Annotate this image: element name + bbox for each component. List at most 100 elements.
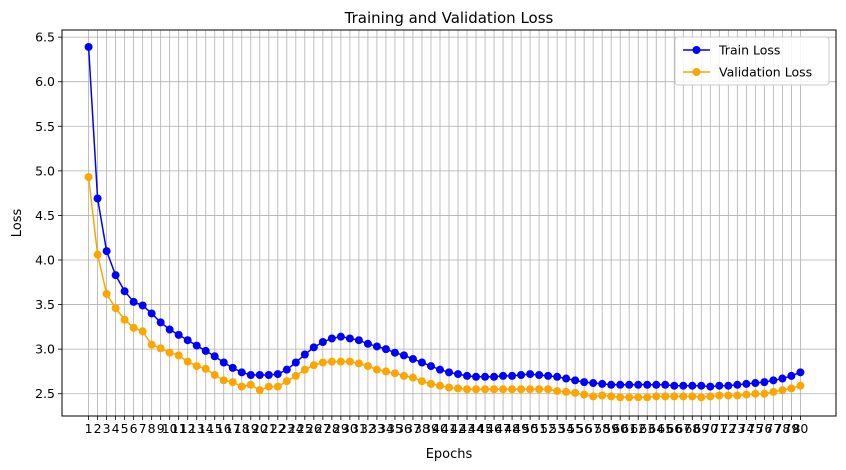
x-tick-label: 29	[333, 421, 349, 436]
validation-loss-point	[300, 365, 309, 374]
train-loss-point	[192, 341, 201, 350]
x-tick-label: 71	[711, 421, 727, 436]
train-loss-point	[490, 372, 499, 381]
train-loss-point	[517, 370, 526, 379]
validation-loss-point	[598, 391, 607, 400]
train-loss-point	[670, 381, 679, 390]
x-tick-label: 65	[657, 421, 673, 436]
x-tick-label: 56	[576, 421, 592, 436]
x-tick-label: 10	[162, 421, 178, 436]
train-loss-point	[282, 365, 291, 374]
x-tick-label: 72	[720, 421, 736, 436]
train-loss-point	[553, 372, 562, 381]
validation-loss-point	[670, 392, 679, 401]
validation-loss-point	[156, 344, 165, 353]
train-loss-point	[156, 318, 165, 327]
x-tick-label: 3	[103, 421, 111, 436]
validation-loss-point	[219, 376, 228, 385]
x-tick-label: 6	[130, 421, 138, 436]
x-tick-label: 28	[324, 421, 340, 436]
validation-loss-point	[138, 327, 147, 336]
train-loss-point	[264, 370, 273, 379]
validation-loss-point	[553, 387, 562, 396]
validation-loss-point	[93, 250, 102, 259]
train-loss-point	[454, 370, 463, 379]
train-loss-point	[228, 363, 237, 372]
x-tick-label: 70	[702, 421, 718, 436]
x-tick-label: 43	[459, 421, 475, 436]
train-loss-point	[715, 381, 724, 390]
x-tick-label: 68	[684, 421, 700, 436]
validation-loss-point	[309, 361, 318, 370]
validation-loss-point	[445, 383, 453, 392]
train-loss-point	[598, 379, 607, 388]
train-loss-point	[571, 376, 580, 385]
validation-loss-point	[399, 371, 408, 380]
validation-loss-point	[417, 377, 426, 386]
x-tick-label: 48	[504, 421, 520, 436]
x-tick-label: 7	[139, 421, 147, 436]
validation-loss-point	[634, 393, 643, 402]
x-tick-label: 17	[225, 421, 241, 436]
train-loss-point	[246, 370, 255, 379]
validation-loss-point	[463, 385, 472, 394]
train-loss-point	[724, 381, 733, 390]
validation-loss-point	[652, 392, 661, 401]
x-tick-label: 66	[666, 421, 682, 436]
x-tick-label: 52	[540, 421, 556, 436]
validation-loss-point	[84, 173, 93, 182]
train-loss-point	[237, 368, 246, 377]
train-loss-point	[472, 372, 481, 381]
y-tick-label: 3.0	[35, 342, 55, 357]
x-tick-label: 39	[423, 421, 439, 436]
y-tick-label: 2.5	[35, 386, 55, 401]
series-layer	[84, 42, 805, 402]
validation-loss-point	[706, 392, 715, 401]
validation-loss-point	[255, 386, 264, 395]
validation-loss-point	[228, 378, 237, 387]
chart-title: Training and Validation Loss	[344, 9, 554, 27]
x-tick-label: 18	[234, 421, 250, 436]
validation-loss-point	[165, 348, 174, 357]
train-loss-point	[291, 358, 300, 367]
x-tick-label: 61	[621, 421, 637, 436]
train-loss-point	[201, 346, 210, 355]
validation-loss-point	[237, 382, 246, 391]
validation-loss-point	[435, 381, 444, 390]
validation-loss-point	[508, 385, 517, 394]
x-tick-label: 11	[171, 421, 187, 436]
x-tick-label: 60	[612, 421, 628, 436]
validation-loss-point	[111, 304, 120, 313]
x-tick-label: 77	[765, 421, 781, 436]
validation-loss-point	[472, 385, 481, 394]
validation-loss-point	[363, 362, 372, 371]
x-tick-label: 53	[549, 421, 565, 436]
x-tick-label: 26	[306, 421, 322, 436]
train-loss-point	[778, 374, 787, 383]
x-tick-label: 79	[783, 421, 799, 436]
train-loss-point	[679, 381, 688, 390]
validation-loss-point	[643, 393, 652, 402]
validation-loss-point	[129, 323, 138, 332]
x-tick-label: 50	[522, 421, 538, 436]
train-loss-point	[111, 271, 120, 280]
train-loss-point	[589, 379, 598, 388]
y-tick-label: 6.5	[35, 30, 55, 45]
x-tick-label: 31	[351, 421, 367, 436]
train-loss-point	[327, 334, 336, 343]
train-loss-point	[760, 378, 769, 387]
train-loss-point	[580, 378, 589, 387]
validation-loss-point	[760, 389, 769, 398]
validation-loss-point	[147, 340, 156, 349]
train-loss-point	[318, 338, 327, 347]
x-tick-label: 59	[603, 421, 619, 436]
validation-loss-point	[616, 393, 625, 402]
x-tick-label: 25	[297, 421, 313, 436]
validation-loss-point	[661, 392, 670, 401]
train-loss-point	[481, 372, 490, 381]
x-tick-label: 1	[85, 421, 93, 436]
x-tick-label: 75	[747, 421, 763, 436]
train-loss-point	[165, 325, 174, 334]
train-loss-point	[535, 370, 544, 379]
